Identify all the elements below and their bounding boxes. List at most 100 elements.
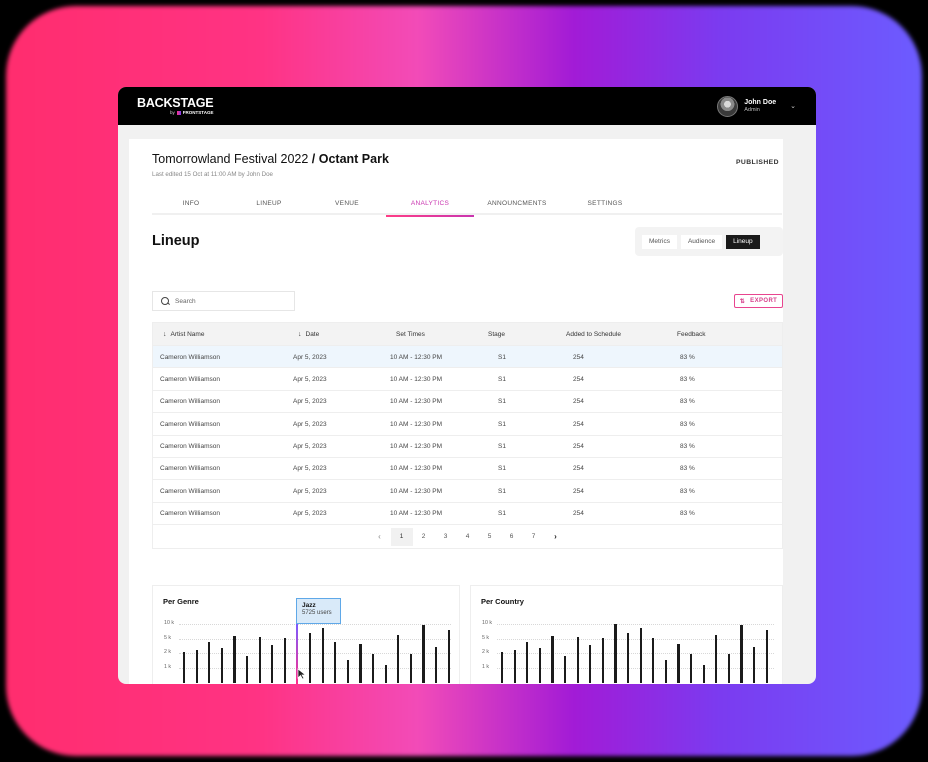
bar[interactable]	[346, 660, 350, 683]
page-5[interactable]: 5	[487, 533, 492, 541]
cell-set-times: 10 AM - 12:30 PM	[390, 420, 443, 428]
bar[interactable]	[690, 653, 693, 683]
table-row[interactable]: Cameron Williamson Apr 5, 2023 10 AM - 1…	[153, 479, 782, 501]
cell-artist: Cameron Williamson	[160, 443, 220, 451]
cell-date: Apr 5, 2023	[293, 510, 327, 518]
bar[interactable]	[183, 652, 186, 683]
bar[interactable]	[501, 652, 504, 683]
user-role: Admin	[744, 106, 760, 113]
segment-audience[interactable]: Audience	[680, 234, 723, 249]
export-button[interactable]: ⇅ EXPORT	[734, 294, 783, 308]
y-tick: 5 k	[164, 635, 172, 641]
bar[interactable]	[576, 637, 579, 683]
bar[interactable]	[372, 653, 375, 683]
bar[interactable]	[753, 647, 756, 683]
tab-info[interactable]: INFO	[182, 200, 200, 207]
cell-stage: S1	[498, 420, 506, 428]
page-2[interactable]: 2	[421, 533, 426, 541]
logo[interactable]: BACKSTAGE by FRONTSTAGE	[137, 97, 214, 115]
bar[interactable]	[359, 644, 362, 683]
bar[interactable]	[702, 664, 705, 683]
page-1[interactable]: 1	[390, 527, 413, 546]
bar[interactable]	[208, 642, 211, 683]
search-box[interactable]	[152, 291, 295, 311]
cell-feedback: 83 %	[680, 420, 695, 428]
bar[interactable]	[246, 655, 249, 683]
bar[interactable]	[601, 638, 605, 683]
bar[interactable]	[447, 630, 450, 683]
prev-page-button[interactable]: ‹	[378, 532, 381, 542]
bar[interactable]	[220, 647, 224, 683]
table-row[interactable]: Cameron Williamson Apr 5, 2023 10 AM - 1…	[153, 389, 782, 412]
column-label: Artist Name	[170, 330, 205, 338]
bar[interactable]	[677, 644, 680, 683]
cell-date: Apr 5, 2023	[293, 465, 327, 473]
bar[interactable]	[409, 653, 413, 683]
cell-set-times: 10 AM - 12:30 PM	[390, 353, 443, 361]
tab-settings[interactable]: SETTINGS	[587, 200, 623, 207]
bar[interactable]	[422, 625, 425, 683]
bar[interactable]	[233, 635, 236, 683]
column-date[interactable]: ↓ Date	[298, 323, 319, 345]
bar[interactable]	[271, 644, 274, 683]
bar[interactable]	[589, 644, 592, 683]
bar[interactable]	[513, 650, 516, 683]
bar[interactable]	[614, 624, 617, 683]
bar[interactable]	[258, 637, 261, 683]
bar[interactable]	[526, 642, 529, 683]
search-input[interactable]	[175, 297, 285, 305]
bar[interactable]	[639, 627, 642, 683]
page-7[interactable]: 7	[531, 533, 536, 541]
bar[interactable]	[765, 630, 768, 683]
bar[interactable]	[664, 660, 668, 683]
venue-title: / Octant Park	[311, 152, 389, 166]
lineup-table: ↓ Artist Name ↓ Date Set Times Stage Added…	[152, 322, 783, 550]
table-row[interactable]: Cameron Williamson Apr 5, 2023 10 AM - 1…	[153, 456, 782, 479]
bar[interactable]	[652, 638, 655, 683]
table-row[interactable]: Cameron Williamson Apr 5, 2023 10 AM - 1…	[153, 434, 782, 457]
cell-stage: S1	[498, 398, 506, 406]
bar[interactable]	[564, 655, 567, 683]
bar[interactable]	[715, 635, 718, 683]
page-6[interactable]: 6	[509, 533, 514, 541]
table-row[interactable]: Cameron Williamson Apr 5, 2023 10 AM - 1…	[153, 367, 782, 389]
bar[interactable]	[397, 635, 400, 683]
tab-venue[interactable]: VENUE	[335, 200, 359, 207]
cell-set-times: 10 AM - 12:30 PM	[390, 398, 443, 406]
bar[interactable]	[538, 647, 542, 683]
bar[interactable]	[627, 632, 630, 683]
tab-analytics[interactable]: ANALYTICS	[386, 192, 474, 217]
bar[interactable]	[309, 632, 312, 683]
page-3[interactable]: 3	[443, 533, 448, 541]
tab-lineup[interactable]: LINEUP	[256, 200, 282, 207]
bar[interactable]	[551, 635, 554, 683]
bar[interactable]	[740, 625, 743, 683]
bar[interactable]	[321, 627, 324, 683]
tab-announcements[interactable]: ANNOUNCMENTS	[487, 200, 547, 207]
bar-series	[471, 586, 782, 683]
gridline	[497, 624, 774, 625]
next-page-button[interactable]: ›	[554, 532, 557, 542]
y-tick: 1 k	[482, 664, 490, 670]
user-menu[interactable]: John Doe Admin ⌄	[717, 95, 796, 117]
cell-artist: Cameron Williamson	[160, 465, 220, 473]
cell-date: Apr 5, 2023	[293, 398, 327, 406]
cell-artist: Cameron Williamson	[160, 510, 220, 518]
bar[interactable]	[195, 650, 198, 683]
table-row[interactable]: Cameron Williamson Apr 5, 2023 10 AM - 1…	[153, 412, 782, 434]
chevron-down-icon[interactable]: ⌄	[790, 103, 796, 110]
cell-added: 254	[573, 353, 584, 361]
bar[interactable]	[384, 664, 387, 683]
bar[interactable]	[334, 642, 337, 683]
cell-added: 254	[573, 465, 584, 473]
cell-feedback: 83 %	[680, 353, 695, 361]
table-row[interactable]: Cameron Williamson Apr 5, 2023 10 AM - 1…	[153, 501, 782, 524]
bar[interactable]	[727, 653, 731, 683]
bar[interactable]	[435, 647, 438, 683]
table-row[interactable]: Cameron Williamson Apr 5, 2023 10 AM - 1…	[153, 345, 782, 368]
page-4[interactable]: 4	[465, 533, 470, 541]
column-artist-name[interactable]: ↓ Artist Name	[163, 323, 204, 345]
bar[interactable]	[283, 638, 287, 683]
segment-metrics[interactable]: Metrics	[642, 234, 677, 249]
segment-lineup[interactable]: Lineup	[726, 234, 760, 249]
